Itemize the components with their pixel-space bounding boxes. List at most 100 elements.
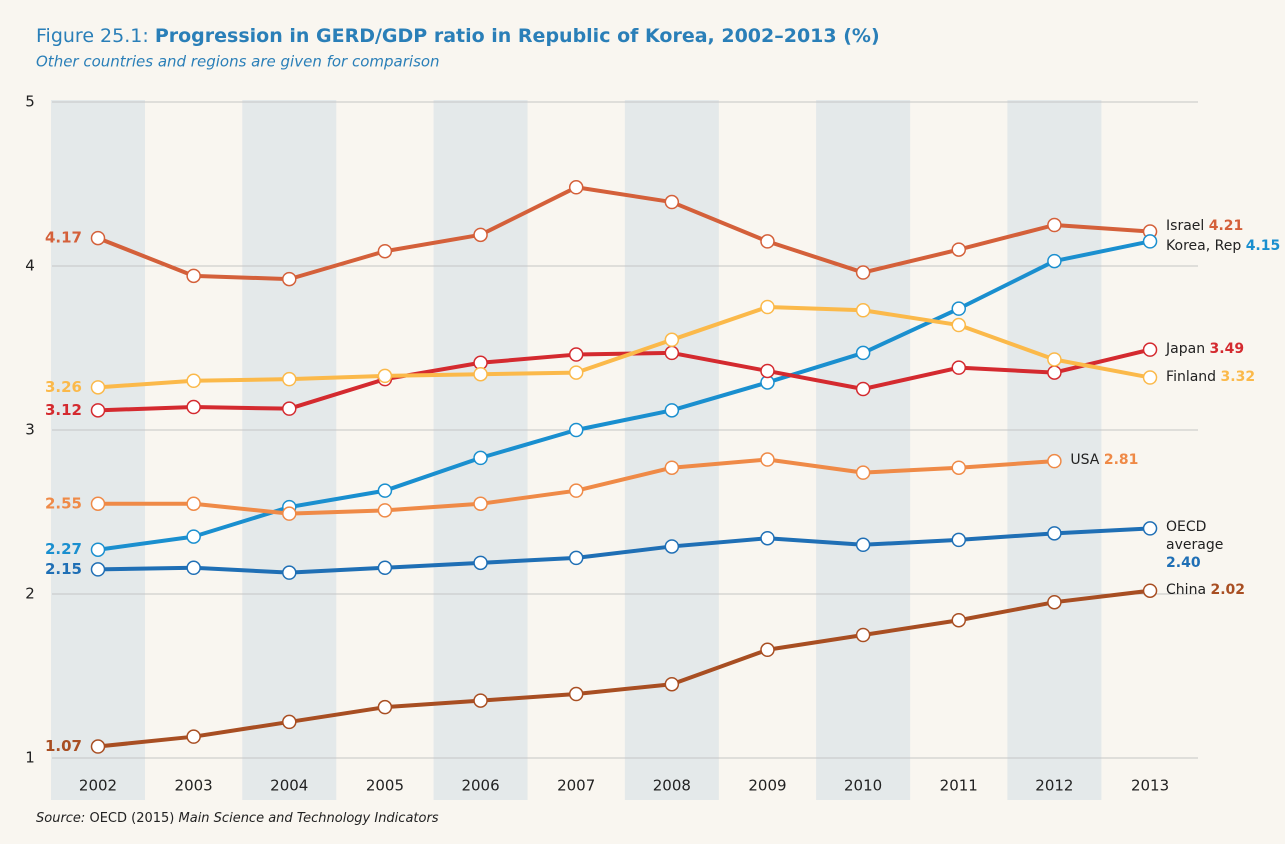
series-name: OECD average: [1166, 519, 1224, 554]
point-marker: [664, 676, 680, 692]
point-marker: [568, 550, 584, 566]
point-marker: [473, 450, 488, 466]
point-marker: [951, 460, 967, 475]
x-tick-label: 2005: [366, 777, 404, 795]
end-value-label: 4.15: [1245, 238, 1281, 255]
point-marker: [855, 627, 871, 643]
start-value-label: 2.55: [45, 494, 82, 512]
y-tick-label: 1: [25, 749, 35, 767]
x-tick-label: 2007: [557, 777, 595, 795]
end-label: China 2.02: [1166, 581, 1285, 599]
point-marker: [377, 243, 393, 259]
x-tick-label: 2004: [270, 777, 308, 795]
end-label: Japan 3.49: [1166, 340, 1285, 358]
end-value-label: 2.40: [1166, 555, 1201, 572]
point-marker: [951, 242, 967, 257]
point-marker: [1047, 594, 1062, 610]
point-marker: [951, 301, 967, 316]
x-tick-label: 2006: [461, 777, 499, 795]
column-band: [51, 100, 145, 800]
point-marker: [664, 403, 680, 418]
x-tick-label: 2009: [748, 777, 786, 795]
end-label: Israel 4.21: [1166, 217, 1285, 235]
x-tick-label: 2008: [653, 777, 691, 795]
point-marker: [282, 401, 297, 416]
source-text: OECD (2015): [89, 811, 174, 826]
series-line: [97, 305, 1151, 390]
series-line: [97, 347, 1151, 413]
source-label: Source:: [36, 811, 85, 826]
end-value-label: 2.81: [1103, 452, 1139, 469]
point-marker: [855, 465, 871, 480]
point-marker: [282, 714, 297, 730]
start-value-label: 1.07: [45, 737, 82, 755]
point-marker: [760, 642, 775, 658]
point-marker: [186, 560, 201, 576]
y-tick-label: 2: [25, 585, 35, 603]
series-line: [97, 588, 1151, 749]
point-marker: [760, 299, 775, 315]
point-marker: [282, 271, 297, 287]
series-name: China: [1166, 581, 1207, 598]
point-marker: [664, 332, 680, 348]
x-tick-label: 2003: [175, 777, 213, 795]
end-label: OECD average 2.40: [1166, 518, 1246, 572]
point-marker: [855, 303, 871, 318]
point-marker: [186, 268, 201, 284]
point-marker: [186, 496, 201, 512]
point-marker: [760, 530, 775, 546]
y-tick-label: 4: [25, 257, 35, 275]
x-tick-label: 2013: [1131, 777, 1169, 795]
point-marker: [186, 729, 201, 744]
start-value-label: 3.26: [45, 378, 82, 396]
point-marker: [568, 422, 584, 438]
point-marker: [568, 347, 584, 362]
point-marker: [1047, 352, 1062, 367]
point-marker: [1047, 365, 1062, 380]
point-marker: [1142, 234, 1158, 249]
point-marker: [568, 483, 584, 498]
end-value-label: 3.32: [1220, 368, 1256, 385]
series-name: Japan: [1166, 340, 1206, 357]
y-tick-label: 5: [25, 93, 35, 111]
point-marker: [377, 560, 393, 576]
point-marker: [760, 363, 775, 379]
start-value-label: 4.17: [45, 229, 82, 247]
point-marker: [951, 317, 967, 333]
start-value-label: 3.12: [45, 401, 82, 419]
column-band: [1007, 100, 1102, 800]
subtitle: Other countries and regions are given fo…: [36, 53, 440, 71]
column-band: [242, 100, 337, 800]
point-marker: [186, 373, 201, 389]
point-marker: [473, 496, 488, 512]
column-band: [816, 100, 911, 800]
series-name: Israel: [1166, 217, 1205, 234]
point-marker: [282, 506, 297, 521]
point-marker: [951, 360, 967, 375]
figure-label: Figure 25.1:: [36, 25, 149, 47]
point-marker: [473, 555, 488, 571]
point-marker: [664, 460, 680, 475]
point-marker: [855, 345, 871, 361]
series-line: [97, 185, 1151, 282]
point-marker: [377, 368, 393, 384]
point-marker: [90, 380, 106, 395]
point-marker: [377, 483, 393, 498]
point-marker: [377, 503, 393, 518]
point-marker: [90, 542, 106, 557]
point-marker: [568, 686, 584, 702]
point-marker: [951, 612, 967, 628]
point-marker: [90, 230, 106, 246]
end-value-label: 2.02: [1210, 581, 1246, 598]
series-line: [97, 526, 1151, 575]
point-marker: [1142, 583, 1158, 598]
point-marker: [664, 539, 680, 554]
source-title: Main Science and Technology Indicators: [179, 811, 439, 826]
x-tick-label: 2002: [79, 777, 117, 795]
point-marker: [568, 365, 584, 380]
start-value-label: 2.15: [45, 560, 82, 578]
point-marker: [90, 739, 106, 754]
point-marker: [664, 345, 680, 361]
